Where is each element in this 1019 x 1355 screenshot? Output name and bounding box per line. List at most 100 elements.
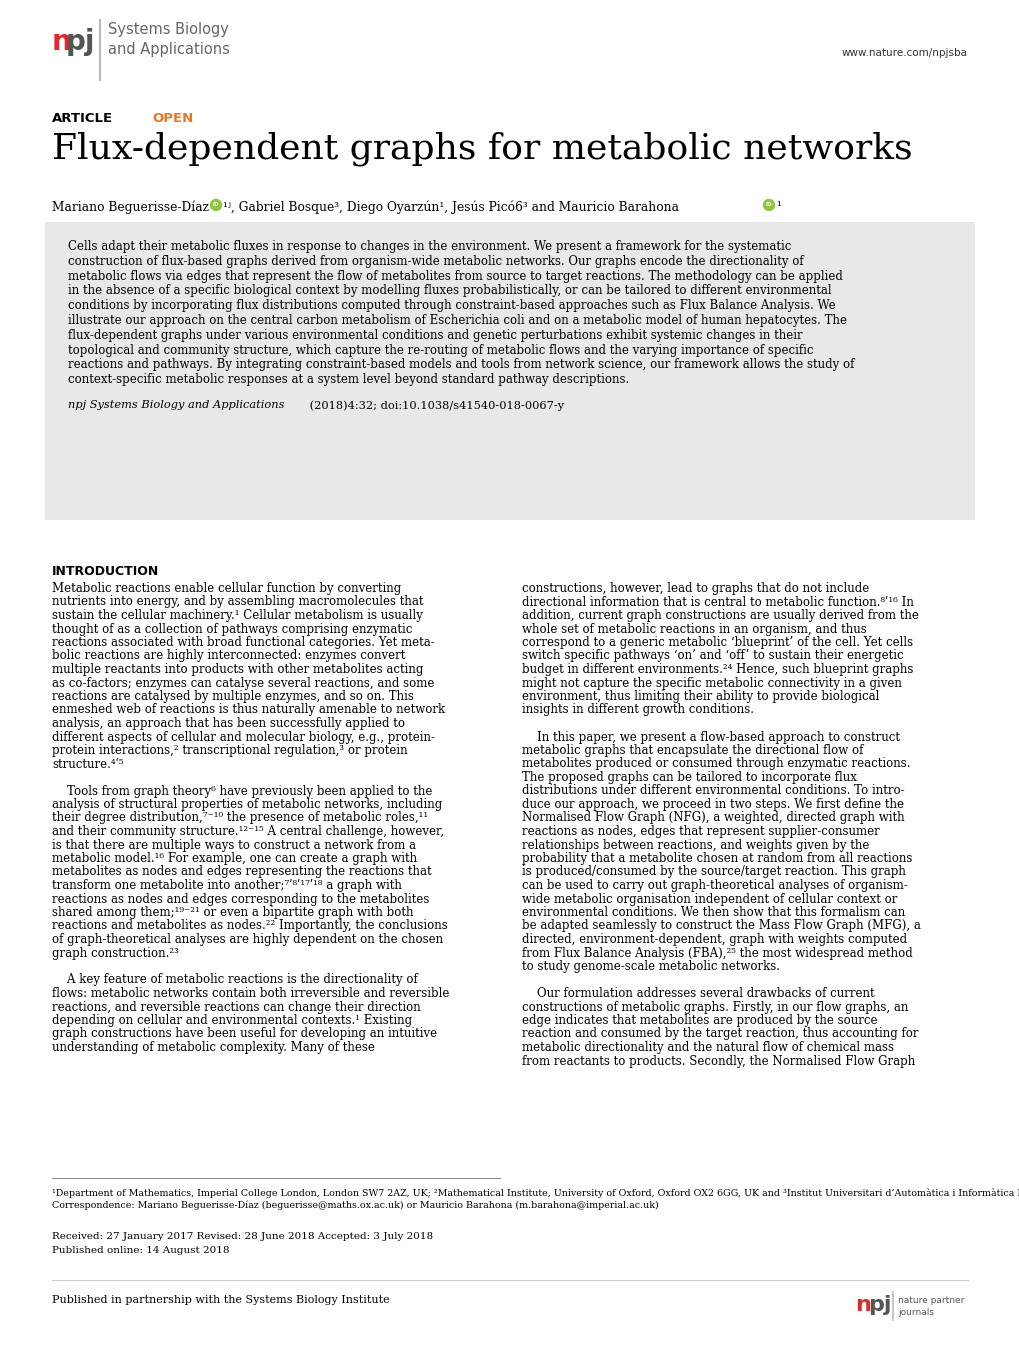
Text: whole set of metabolic reactions in an organism, and thus: whole set of metabolic reactions in an o… [522, 622, 866, 635]
Text: n: n [52, 28, 71, 56]
Text: npj Systems Biology and Applications: npj Systems Biology and Applications [68, 400, 284, 411]
Text: graph construction.²³: graph construction.²³ [52, 947, 178, 959]
Text: distributions under different environmental conditions. To intro-: distributions under different environmen… [522, 785, 904, 798]
Text: from reactants to products. Secondly, the Normalised Flow Graph: from reactants to products. Secondly, th… [522, 1054, 914, 1068]
Text: INTRODUCTION: INTRODUCTION [52, 565, 159, 579]
Text: insights in different growth conditions.: insights in different growth conditions. [522, 703, 753, 717]
Text: journals: journals [897, 1308, 933, 1317]
Text: reactions and metabolites as nodes.²² Importantly, the conclusions: reactions and metabolites as nodes.²² Im… [52, 920, 447, 932]
Text: shared among them;¹⁹⁻²¹ or even a bipartite graph with both: shared among them;¹⁹⁻²¹ or even a bipart… [52, 906, 413, 919]
Text: environment, thus limiting their ability to provide biological: environment, thus limiting their ability… [522, 690, 878, 703]
Text: of graph-theoretical analyses are highly dependent on the chosen: of graph-theoretical analyses are highly… [52, 934, 442, 946]
Text: multiple reactants into products with other metabolites acting: multiple reactants into products with ot… [52, 663, 423, 676]
Text: In this paper, we present a flow-based approach to construct: In this paper, we present a flow-based a… [522, 730, 899, 744]
Text: and Applications: and Applications [108, 42, 229, 57]
Text: iD: iD [765, 202, 771, 207]
Text: their degree distribution,⁷⁻¹⁰ the presence of metabolic roles,¹¹: their degree distribution,⁷⁻¹⁰ the prese… [52, 812, 428, 824]
Text: metabolites produced or consumed through enzymatic reactions.: metabolites produced or consumed through… [522, 757, 910, 771]
Text: metabolic flows via edges that represent the flow of metabolites from source to : metabolic flows via edges that represent… [68, 270, 842, 283]
Text: be adapted seamlessly to construct the Mass Flow Graph (MFG), a: be adapted seamlessly to construct the M… [522, 920, 920, 932]
Text: OPEN: OPEN [152, 112, 193, 125]
Text: The proposed graphs can be tailored to incorporate flux: The proposed graphs can be tailored to i… [522, 771, 856, 785]
Text: conditions by incorporating flux distributions computed through constraint-based: conditions by incorporating flux distrib… [68, 299, 835, 312]
Text: correspond to a generic metabolic ‘blueprint’ of the cell. Yet cells: correspond to a generic metabolic ‘bluep… [522, 635, 912, 649]
Text: Correspondence: Mariano Beguerisse-Díaz (beguerisse@maths.ox.ac.uk) or Mauricio : Correspondence: Mariano Beguerisse-Díaz … [52, 1201, 658, 1210]
Circle shape [763, 199, 773, 210]
Text: context-specific metabolic responses at a system level beyond standard pathway d: context-specific metabolic responses at … [68, 373, 629, 386]
Text: Mariano Beguerisse-Díaz: Mariano Beguerisse-Díaz [52, 201, 209, 214]
Text: topological and community structure, which capture the re-routing of metabolic f: topological and community structure, whi… [68, 344, 813, 356]
Text: budget in different environments.²⁴ Hence, such blueprint graphs: budget in different environments.²⁴ Henc… [522, 663, 912, 676]
Text: graph constructions have been useful for developing an intuitive: graph constructions have been useful for… [52, 1027, 437, 1041]
Text: addition, current graph constructions are usually derived from the: addition, current graph constructions ar… [522, 608, 918, 622]
Text: www.nature.com/npjsba: www.nature.com/npjsba [841, 47, 967, 58]
Text: enmeshed web of reactions is thus naturally amenable to network: enmeshed web of reactions is thus natura… [52, 703, 444, 717]
Text: (2018)4:32; doi:10.1038/s41540-018-0067-y: (2018)4:32; doi:10.1038/s41540-018-0067-… [306, 400, 564, 411]
Circle shape [210, 199, 221, 210]
Text: and their community structure.¹²⁻¹⁵ A central challenge, however,: and their community structure.¹²⁻¹⁵ A ce… [52, 825, 443, 837]
Text: reactions, and reversible reactions can change their direction: reactions, and reversible reactions can … [52, 1000, 421, 1014]
Text: construction of flux-based graphs derived from organism-wide metabolic networks.: construction of flux-based graphs derive… [68, 255, 803, 268]
Text: switch specific pathways ‘on’ and ‘off’ to sustain their energetic: switch specific pathways ‘on’ and ‘off’ … [522, 649, 903, 663]
Text: metabolites as nodes and edges representing the reactions that: metabolites as nodes and edges represent… [52, 866, 431, 878]
Text: iD: iD [213, 202, 219, 207]
Text: Our formulation addresses several drawbacks of current: Our formulation addresses several drawba… [522, 986, 873, 1000]
Text: Received: 27 January 2017 Revised: 28 June 2018 Accepted: 3 July 2018: Received: 27 January 2017 Revised: 28 Ju… [52, 1232, 433, 1241]
Text: wide metabolic organisation independent of cellular context or: wide metabolic organisation independent … [522, 893, 897, 905]
Text: metabolic graphs that encapsulate the directional flow of: metabolic graphs that encapsulate the di… [522, 744, 862, 757]
Text: pj: pj [66, 28, 96, 56]
Text: ¹ʲ, Gabriel Bosque³, Diego Oyarzún¹, Jesús Picó6³ and Mauricio Barahona: ¹ʲ, Gabriel Bosque³, Diego Oyarzún¹, Jes… [223, 201, 679, 214]
Text: flux-dependent graphs under various environmental conditions and genetic perturb: flux-dependent graphs under various envi… [68, 329, 802, 341]
Text: metabolic directionality and the natural flow of chemical mass: metabolic directionality and the natural… [522, 1041, 893, 1054]
Text: as co-factors; enzymes can catalyse several reactions, and some: as co-factors; enzymes can catalyse seve… [52, 676, 434, 690]
Text: analysis of structural properties of metabolic networks, including: analysis of structural properties of met… [52, 798, 442, 812]
Text: metabolic model.¹⁶ For example, one can create a graph with: metabolic model.¹⁶ For example, one can … [52, 852, 417, 864]
Text: reactions as nodes and edges corresponding to the metabolites: reactions as nodes and edges correspondi… [52, 893, 429, 905]
Text: can be used to carry out graph-theoretical analyses of organism-: can be used to carry out graph-theoretic… [522, 879, 907, 892]
Text: reactions and pathways. By integrating constraint-based models and tools from ne: reactions and pathways. By integrating c… [68, 359, 854, 371]
Text: pj: pj [867, 1295, 891, 1314]
Text: Systems Biology: Systems Biology [108, 22, 228, 37]
Text: Published in partnership with the Systems Biology Institute: Published in partnership with the System… [52, 1295, 389, 1305]
Text: directed, environment-dependent, graph with weights computed: directed, environment-dependent, graph w… [522, 934, 906, 946]
Text: Metabolic reactions enable cellular function by converting: Metabolic reactions enable cellular func… [52, 583, 400, 595]
Text: reactions associated with broad functional categories. Yet meta-: reactions associated with broad function… [52, 635, 434, 649]
Text: Published online: 14 August 2018: Published online: 14 August 2018 [52, 1247, 229, 1255]
Text: directional information that is central to metabolic function.⁸ʹ¹⁶ In: directional information that is central … [522, 595, 913, 608]
Text: flows: metabolic networks contain both irreversible and reversible: flows: metabolic networks contain both i… [52, 986, 449, 1000]
Text: is produced/consumed by the source/target reaction. This graph: is produced/consumed by the source/targe… [522, 866, 905, 878]
Text: Flux-dependent graphs for metabolic networks: Flux-dependent graphs for metabolic netw… [52, 131, 912, 167]
Text: Cells adapt their metabolic fluxes in response to changes in the environment. We: Cells adapt their metabolic fluxes in re… [68, 240, 791, 253]
Text: structure.⁴ʹ⁵: structure.⁴ʹ⁵ [52, 757, 123, 771]
Text: duce our approach, we proceed in two steps. We first define the: duce our approach, we proceed in two ste… [522, 798, 903, 812]
Text: ¹Department of Mathematics, Imperial College London, London SW7 2AZ, UK; ²Mathem: ¹Department of Mathematics, Imperial Col… [52, 1188, 1019, 1198]
Text: constructions of metabolic graphs. Firstly, in our flow graphs, an: constructions of metabolic graphs. First… [522, 1000, 908, 1014]
Text: illustrate our approach on the central carbon metabolism of Escherichia coli and: illustrate our approach on the central c… [68, 314, 846, 327]
Text: depending on cellular and environmental contexts.¹ Existing: depending on cellular and environmental … [52, 1014, 412, 1027]
Text: reactions as nodes, edges that represent supplier-consumer: reactions as nodes, edges that represent… [522, 825, 878, 837]
Text: transform one metabolite into another;⁷ʹ⁸ʹ¹⁷ʹ¹⁸ a graph with: transform one metabolite into another;⁷ʹ… [52, 879, 401, 892]
Text: thought of as a collection of pathways comprising enzymatic: thought of as a collection of pathways c… [52, 622, 412, 635]
Text: constructions, however, lead to graphs that do not include: constructions, however, lead to graphs t… [522, 583, 868, 595]
Text: A key feature of metabolic reactions is the directionality of: A key feature of metabolic reactions is … [52, 973, 418, 986]
Text: bolic reactions are highly interconnected: enzymes convert: bolic reactions are highly interconnecte… [52, 649, 405, 663]
Text: nutrients into energy, and by assembling macromolecules that: nutrients into energy, and by assembling… [52, 595, 423, 608]
Text: relationships between reactions, and weights given by the: relationships between reactions, and wei… [522, 839, 868, 851]
Text: reaction and consumed by the target reaction, thus accounting for: reaction and consumed by the target reac… [522, 1027, 917, 1041]
Text: in the absence of a specific biological context by modelling fluxes probabilisti: in the absence of a specific biological … [68, 285, 830, 297]
Text: Tools from graph theory⁶ have previously been applied to the: Tools from graph theory⁶ have previously… [52, 785, 432, 798]
Text: different aspects of cellular and molecular biology, e.g., protein-: different aspects of cellular and molecu… [52, 730, 434, 744]
Text: sustain the cellular machinery.¹ Cellular metabolism is usually: sustain the cellular machinery.¹ Cellula… [52, 608, 423, 622]
Text: edge indicates that metabolites are produced by the source: edge indicates that metabolites are prod… [522, 1014, 876, 1027]
Text: nature partner: nature partner [897, 1295, 963, 1305]
Text: ¹: ¹ [775, 201, 781, 213]
Text: analysis, an approach that has been successfully applied to: analysis, an approach that has been succ… [52, 717, 405, 730]
Text: protein interactions,² transcriptional regulation,³ or protein: protein interactions,² transcriptional r… [52, 744, 408, 757]
Text: Normalised Flow Graph (NFG), a weighted, directed graph with: Normalised Flow Graph (NFG), a weighted,… [522, 812, 904, 824]
Text: to study genome-scale metabolic networks.: to study genome-scale metabolic networks… [522, 959, 780, 973]
FancyBboxPatch shape [45, 222, 974, 520]
Text: understanding of metabolic complexity. Many of these: understanding of metabolic complexity. M… [52, 1041, 375, 1054]
Text: from Flux Balance Analysis (FBA),²⁵ the most widespread method: from Flux Balance Analysis (FBA),²⁵ the … [522, 947, 912, 959]
Text: environmental conditions. We then show that this formalism can: environmental conditions. We then show t… [522, 906, 905, 919]
Text: reactions are catalysed by multiple enzymes, and so on. This: reactions are catalysed by multiple enzy… [52, 690, 414, 703]
